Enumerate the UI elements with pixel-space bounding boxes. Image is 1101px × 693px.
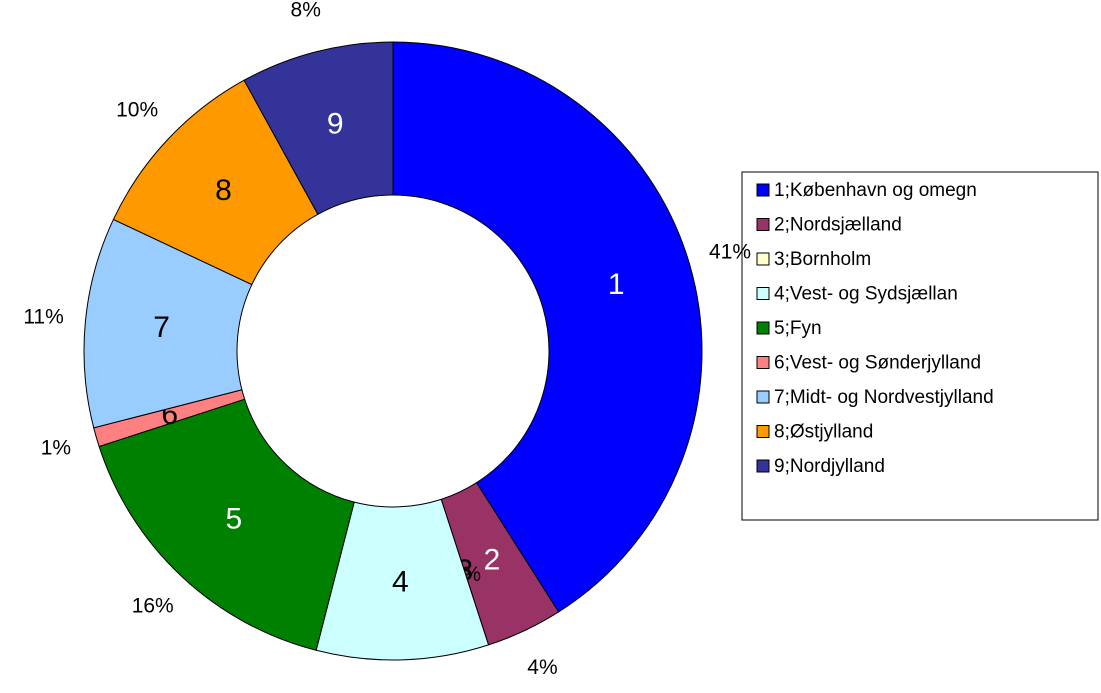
donut-segment: [98, 398, 355, 651]
legend-label: 7;Midt- og Nordvestjylland: [774, 387, 994, 408]
value-label: 16%: [132, 594, 174, 617]
segment-label: 9: [327, 108, 344, 141]
legend-label: 4;Vest- og Sydsjællan: [774, 284, 958, 305]
legend-label: 9;Nordjylland: [774, 456, 885, 477]
segment-label: 7: [153, 311, 170, 344]
value-label: 11%: [23, 306, 63, 329]
value-label: 8%: [291, 0, 321, 22]
segment-label: 1: [608, 268, 625, 301]
segment-label: 5: [225, 502, 242, 535]
legend-label: 8;Østjylland: [774, 422, 873, 443]
segment-label: 8: [215, 174, 232, 207]
value-label: 4%: [527, 656, 557, 679]
legend-swatch: [756, 321, 770, 335]
legend-label: 3;Bornholm: [774, 249, 871, 270]
legend-label: 6;Vest- og Sønderjylland: [774, 353, 981, 374]
value-label: 1%: [41, 436, 71, 459]
legend-swatch: [756, 252, 770, 266]
segment-label: 2: [484, 543, 501, 576]
legend-swatch: [756, 459, 770, 473]
legend-label: 5;Fyn: [774, 318, 822, 339]
legend-label: 2;Nordsjælland: [774, 215, 902, 236]
legend-swatch: [756, 390, 770, 404]
legend-swatch: [756, 425, 770, 438]
donut-segment: [243, 41, 394, 215]
value-label: 10%: [116, 98, 158, 121]
legend-swatch: [756, 287, 770, 300]
legend-box: [741, 171, 1099, 521]
legend-label: 1;København og omegn: [774, 180, 977, 201]
value-label: 9%: [389, 689, 419, 693]
legend-swatch: [756, 183, 770, 197]
segment-label: 4: [392, 565, 409, 598]
legend-swatch: [756, 356, 770, 369]
legend-swatch: [756, 218, 770, 231]
donut-segment: [392, 41, 703, 613]
value-label: 41%: [709, 241, 751, 264]
